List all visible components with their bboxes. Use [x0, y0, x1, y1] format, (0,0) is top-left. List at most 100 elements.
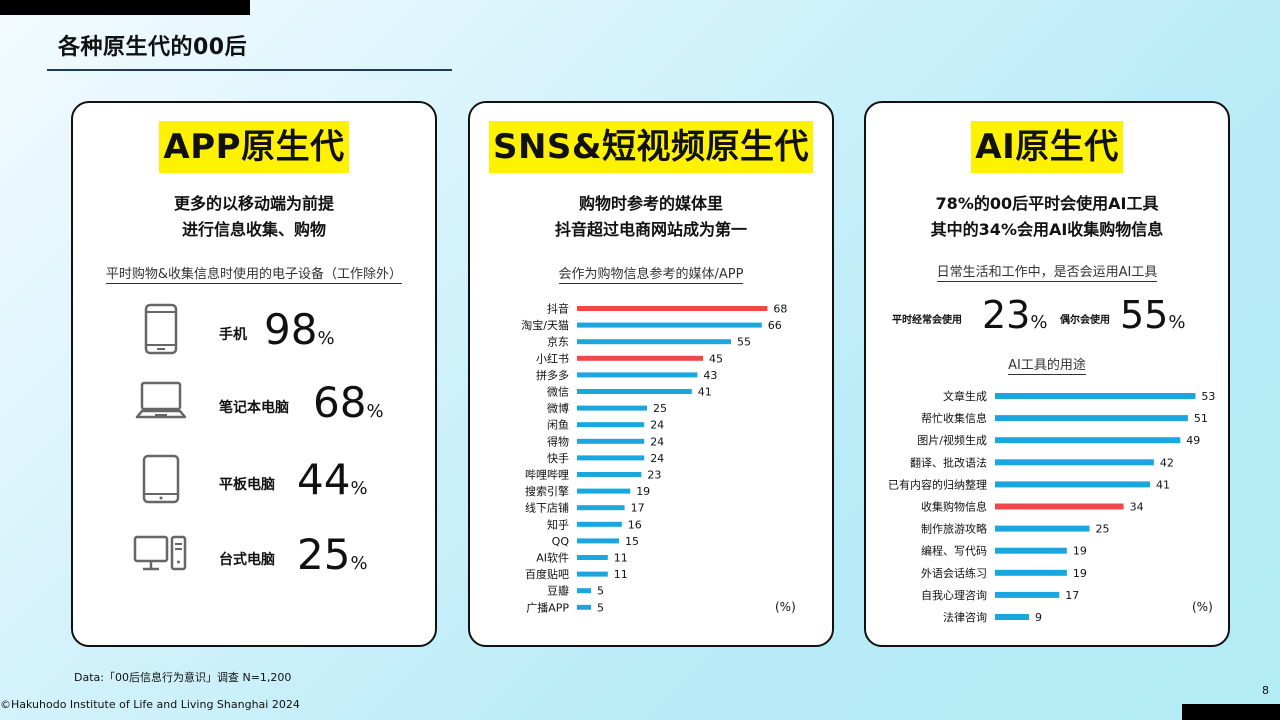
- sns-bar: [577, 438, 645, 444]
- sns-bar: [577, 472, 642, 477]
- sns-category-label: 知乎: [547, 517, 569, 531]
- sns-category-label: 广播APP: [526, 600, 569, 614]
- sns-category-label: 淘宝/天猫: [521, 318, 569, 332]
- device-percent-tablet: 44%: [297, 456, 368, 513]
- device-value-tablet: 44: [297, 455, 351, 504]
- sns-value-label: 11: [614, 568, 628, 581]
- ai-bar: [995, 614, 1030, 620]
- sns-value-label: 16: [628, 518, 642, 531]
- ai-value-label: 9: [1035, 611, 1042, 624]
- sns-category-label: 微博: [547, 401, 569, 415]
- laptop-icon: [135, 381, 187, 419]
- device-label-smartphone: 手机: [219, 327, 247, 343]
- sns-category-label: 拼多多: [536, 368, 569, 382]
- app-device-caption: 平时购物&收集信息时使用的电子设备（工作除外）: [73, 263, 435, 284]
- ai-panel-title-text: AI原生代: [971, 121, 1123, 173]
- sns-bar: [577, 488, 631, 494]
- percent-sign: %: [350, 553, 368, 574]
- app-panel-title: APP原生代: [73, 121, 435, 173]
- ai-value-label: 51: [1194, 412, 1208, 425]
- ai-category-label: 帮忙收集信息: [921, 411, 987, 425]
- sns-bar: [577, 455, 645, 461]
- ai-category-label: 已有内容的归纳整理: [888, 477, 987, 491]
- device-row-tablet: 平板电脑 44%: [73, 452, 435, 512]
- sns-bar: [577, 588, 591, 594]
- percent-sign: %: [1030, 312, 1048, 333]
- device-value-laptop: 68: [313, 378, 367, 427]
- sns-bar: [577, 372, 698, 378]
- sns-category-label: 抖音: [547, 302, 569, 316]
- device-value-smartphone: 98: [264, 305, 318, 354]
- sns-value-label: 45: [709, 352, 723, 365]
- app-subtitle-line1: 更多的以移动端为前提: [173, 194, 334, 213]
- sns-value-label: 11: [614, 552, 628, 565]
- app-device-caption-text: 平时购物&收集信息时使用的电子设备（工作除外）: [105, 267, 403, 284]
- ai-category-label: 法律咨询: [943, 610, 987, 624]
- device-percent-smartphone: 98%: [264, 306, 335, 363]
- sns-unit-label: (%): [775, 600, 796, 614]
- sns-value-label: 55: [737, 336, 751, 349]
- sns-native-panel: SNS&短视频原生代 购物时参考的媒体里 抖音超过电商网站成为第一 会作为购物信…: [468, 101, 834, 647]
- device-row-desktop: 台式电脑 25%: [73, 527, 435, 587]
- bottom-corner-decor: [1182, 704, 1280, 720]
- sns-category-label: 得物: [547, 434, 569, 448]
- ai-usage-caption: 日常生活和工作中，是否会运用AI工具: [866, 261, 1228, 282]
- sns-category-label: 百度贴吧: [525, 567, 569, 581]
- ai-subtitle-line2: 其中的34%会用AI收集购物信息: [930, 220, 1164, 239]
- ai-usage-frequent-label: 平时经常会使用: [892, 315, 962, 326]
- ai-value-label: 19: [1073, 545, 1087, 558]
- tablet-icon: [142, 454, 180, 504]
- ai-value-label: 53: [1201, 390, 1215, 403]
- sns-value-label: 43: [703, 369, 717, 382]
- sns-value-label: 24: [650, 419, 664, 432]
- ai-unit-label: (%): [1192, 600, 1213, 614]
- sns-value-label: 17: [631, 502, 645, 515]
- sns-bar: [577, 571, 608, 577]
- sns-category-label: 小红书: [536, 352, 569, 365]
- sns-value-label: 68: [773, 303, 787, 316]
- ai-usage-occasional-number: 55: [1120, 293, 1169, 337]
- device-percent-laptop: 68%: [313, 379, 384, 436]
- sns-value-label: 41: [698, 386, 712, 399]
- ai-value-label: 49: [1186, 434, 1200, 447]
- ai-bar: [995, 415, 1188, 422]
- device-row-smartphone: 手机 98%: [73, 302, 435, 362]
- device-label-laptop: 笔记本电脑: [219, 400, 289, 416]
- app-subtitle-line2: 进行信息收集、购物: [181, 220, 326, 239]
- ai-usage-occasional-value: 55%: [1120, 293, 1185, 345]
- ai-value-label: 17: [1065, 589, 1079, 602]
- sns-category-label: QQ: [552, 535, 570, 548]
- sns-bar: [577, 521, 622, 527]
- sns-bar: [577, 555, 608, 560]
- sns-bar: [577, 389, 692, 394]
- ai-panel-subtitle: 78%的00后平时会使用AI工具 其中的34%会用AI收集购物信息: [866, 191, 1228, 243]
- ai-category-label: 自我心理咨询: [921, 588, 987, 602]
- ai-native-panel: AI原生代 78%的00后平时会使用AI工具 其中的34%会用AI收集购物信息 …: [864, 101, 1230, 647]
- top-decor-bar: [0, 0, 250, 15]
- smartphone-icon: [144, 303, 178, 355]
- sns-panel-title: SNS&短视频原生代: [470, 121, 832, 173]
- sns-category-label: 哔哩哔哩: [525, 469, 569, 482]
- sns-bar: [577, 505, 625, 511]
- ai-bar: [995, 503, 1124, 510]
- ai-tool-usage-bar-chart: 文章生成 53 帮忙收集信息 51 图片/视频生成 49 翻译、批改语法 42 已有内容的归纳整…: [888, 389, 1215, 624]
- desktop-icon: [133, 535, 187, 571]
- sns-category-label: 豆瓣: [547, 584, 569, 598]
- ai-usage-frequent-number: 23: [982, 293, 1031, 337]
- device-percent-desktop: 25%: [297, 531, 368, 588]
- sns-value-label: 23: [647, 469, 661, 482]
- data-source-footnote: Data:「00后信息行为意识」调查 N=1,200: [74, 671, 292, 684]
- sns-subtitle-line1: 购物时参考的媒体里: [578, 194, 723, 213]
- ai-usage-stats: 平时经常会使用 23% 偶尔会使用 55%: [866, 293, 1228, 343]
- ai-category-label: 翻译、批改语法: [910, 455, 987, 469]
- sns-value-label: 15: [625, 535, 639, 548]
- ai-category-label: 外语会话练习: [921, 566, 987, 580]
- ai-bar: [995, 481, 1151, 488]
- ai-bar: [995, 393, 1196, 399]
- ai-usage-caption-text: 日常生活和工作中，是否会运用AI工具: [936, 265, 1158, 282]
- sns-category-label: 闲鱼: [547, 418, 569, 432]
- sns-chart-caption: 会作为购物信息参考的媒体/APP: [470, 263, 832, 284]
- app-native-panel: APP原生代 更多的以移动端为前提 进行信息收集、购物 平时购物&收集信息时使用…: [71, 101, 437, 647]
- sns-category-label: 微信: [547, 385, 569, 399]
- device-label-tablet: 平板电脑: [219, 477, 275, 493]
